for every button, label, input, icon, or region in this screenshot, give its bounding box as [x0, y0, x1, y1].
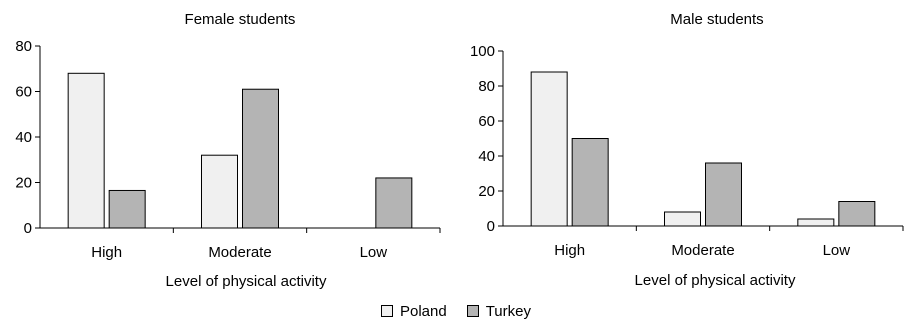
y-tick-label: 60 — [478, 113, 495, 130]
legend-swatch-poland — [380, 305, 393, 317]
chart-legend: Poland Turkey — [0, 300, 912, 322]
male-students-chart: Male students 0 20 40 60 80 100 High Moderate Low… — [470, 11, 904, 289]
y-tick-label: 0 — [24, 220, 32, 237]
x-tick-label: Low — [823, 242, 851, 259]
y-tick-label: 100 — [470, 43, 495, 60]
legend-label-turkey: Turkey — [485, 302, 531, 320]
x-tick-label: High — [554, 242, 585, 259]
bar-turkey-moderate — [242, 88, 279, 229]
bar-poland-high — [67, 72, 105, 229]
legend-item-turkey: Turkey — [466, 302, 531, 320]
y-tick-label: 60 — [15, 84, 32, 101]
y-tick-label: 40 — [15, 129, 32, 146]
x-tick-label: Low — [360, 244, 388, 261]
chart-figure: Female students 0 20 40 60 80 High Moderate Low L… — [15, 11, 904, 290]
x-tick-label: Moderate — [208, 244, 271, 261]
y-tick-label: 20 — [15, 175, 32, 192]
legend-swatch-turkey — [466, 305, 479, 317]
chart-title: Male students — [670, 11, 763, 28]
bar-poland-moderate — [664, 211, 701, 227]
x-axis-label: Level of physical activity — [635, 272, 796, 289]
bar-poland-moderate — [201, 154, 238, 229]
bar-poland-high — [530, 71, 568, 227]
female-students-chart: Female students 0 20 40 60 80 High Moderate Low L… — [15, 11, 441, 290]
y-tick-label: 40 — [478, 148, 495, 165]
y-tick-label: 80 — [15, 38, 32, 55]
bar-turkey-moderate — [705, 162, 742, 227]
y-tick-label: 20 — [478, 183, 495, 200]
bar-turkey-low — [375, 177, 413, 229]
x-tick-label: Moderate — [671, 242, 734, 259]
legend-item-poland: Poland — [380, 302, 447, 320]
chart-title: Female students — [185, 11, 296, 28]
bar-turkey-low — [838, 201, 876, 227]
bar-turkey-high — [108, 189, 146, 229]
bar-poland-low — [797, 218, 835, 227]
bar-turkey-high — [571, 138, 609, 227]
x-tick-label: High — [91, 244, 122, 261]
y-tick-label: 0 — [487, 218, 495, 235]
legend-label-poland: Poland — [399, 302, 447, 320]
x-axis-label: Level of physical activity — [166, 273, 327, 290]
y-tick-label: 80 — [478, 78, 495, 95]
